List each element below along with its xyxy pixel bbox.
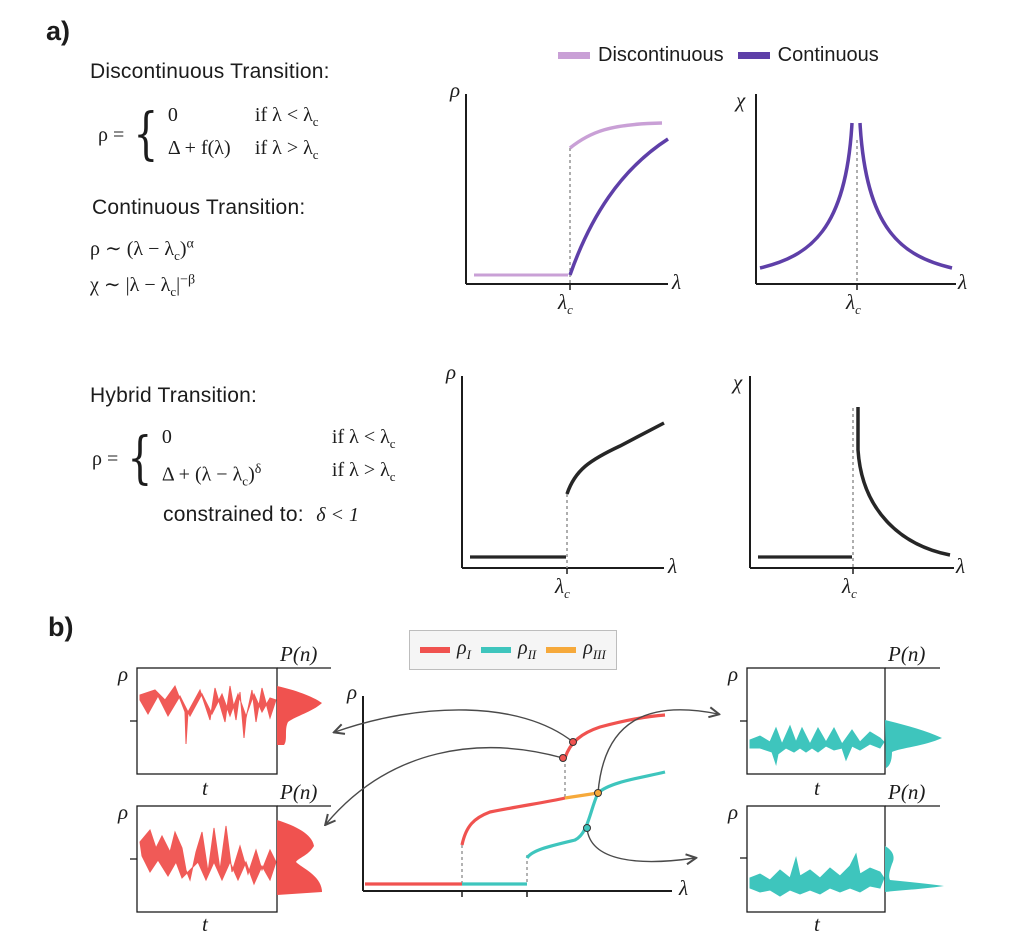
- distribution-red: [277, 686, 322, 745]
- chi-left-branch: [759, 122, 854, 270]
- hybrid-case2-condition: if λ > λc: [331, 459, 396, 484]
- legend-swatch-continuous: [737, 52, 770, 59]
- signal-teal: [749, 724, 885, 766]
- central-y-label: ρ: [347, 680, 358, 704]
- plot-chi-continuous: [755, 94, 956, 290]
- plot3-x-label: λ: [668, 554, 678, 578]
- left-brace-icon: {: [133, 102, 159, 167]
- left-top-pn-label: P(n): [280, 642, 318, 666]
- continuous-heading: Continuous Transition:: [92, 196, 306, 219]
- panel-a-legend: Discontinuous Continuous: [558, 44, 879, 67]
- hybrid-lhs: ρ =: [92, 447, 119, 470]
- rho-iii-segment: [564, 791, 599, 800]
- legend-swatch-rho-i: [420, 647, 450, 653]
- signal-red: [139, 825, 277, 886]
- plot3-tick-lambda-c: λc: [555, 574, 570, 602]
- left-timeseries-bottom: [130, 805, 331, 913]
- plot4-y-label: χ: [733, 370, 743, 394]
- signal-teal: [749, 852, 885, 897]
- plot1-y-label: ρ: [450, 78, 461, 102]
- plot1-tick-lambda-c: λc: [558, 290, 573, 318]
- distribution-teal: [885, 846, 944, 892]
- right-bottom-t-label: t: [814, 912, 820, 936]
- continuous-equation-chi: χ ∼ |λ − λc|−β: [90, 272, 196, 299]
- hybrid-case1-value: 0: [161, 426, 172, 448]
- discontinuous-case1-condition: if λ < λc: [254, 104, 319, 129]
- left-top-y-label: ρ: [118, 662, 129, 686]
- left-brace-icon: {: [127, 426, 153, 492]
- discontinuous-case1-value: 0: [167, 104, 178, 126]
- marker-rho-i-lower: [559, 754, 567, 762]
- marker-rho-iii: [594, 789, 602, 797]
- panel-a-label: a): [46, 16, 71, 46]
- legend-swatch-rho-ii: [480, 647, 511, 653]
- central-phase-diagram: [326, 696, 718, 897]
- constraint-label: constrained to:: [163, 503, 304, 526]
- hybrid-equation: ρ = { 0 if λ < λc Δ + (λ − λc)δ if λ > λ…: [92, 424, 396, 495]
- discontinuous-high-branch: [568, 121, 663, 150]
- legend-label-discontinuous: Discontinuous: [598, 44, 724, 66]
- plot3-y-label: ρ: [446, 360, 457, 384]
- arrow-to-left-top: [335, 709, 574, 743]
- discontinuous-lhs: ρ =: [98, 123, 125, 146]
- panel-b-label: b): [48, 612, 74, 642]
- hybrid-high-branch: [565, 421, 665, 495]
- plot2-x-label: λ: [958, 270, 968, 294]
- continuous-curve: [568, 137, 669, 276]
- distribution-teal: [885, 720, 942, 768]
- right-bottom-pn-label: P(n): [888, 780, 926, 804]
- left-bottom-y-label: ρ: [118, 800, 129, 824]
- discontinuous-equation: ρ = { 0 if λ < λc Δ + f(λ) if λ > λc: [98, 102, 319, 168]
- plot2-y-label: χ: [736, 88, 746, 112]
- plot-rho-discontinuous-continuous: [465, 94, 669, 290]
- left-timeseries-top: [130, 667, 331, 775]
- signal-red: [139, 684, 277, 745]
- arrow-to-right-bottom: [586, 827, 695, 862]
- hybrid-constraint: constrained to: δ < 1: [163, 503, 359, 527]
- plot4-tick-lambda-c: λc: [842, 574, 857, 602]
- constraint-expression: δ < 1: [316, 504, 360, 526]
- left-top-t-label: t: [202, 776, 208, 800]
- panel-b-legend: ρI ρII ρIII: [409, 630, 617, 670]
- plot2-tick-lambda-c: λc: [846, 290, 861, 318]
- arrow-to-left-bottom: [326, 747, 564, 824]
- right-timeseries-top: [740, 667, 942, 775]
- hybrid-chi-high-branch: [856, 407, 951, 557]
- right-timeseries-bottom: [740, 805, 944, 913]
- arrow-to-right-top: [597, 710, 718, 794]
- rho-i-upper: [563, 713, 666, 759]
- hybrid-case2-value: Δ + (λ − λc)δ: [161, 462, 262, 489]
- plot-rho-hybrid: [461, 376, 665, 574]
- plot-chi-hybrid: [749, 376, 954, 574]
- legend-swatch-rho-iii: [546, 647, 577, 653]
- legend-item-rho-i: ρI: [420, 637, 471, 663]
- right-top-y-label: ρ: [728, 662, 739, 686]
- hybrid-case1-condition: if λ < λc: [331, 426, 396, 451]
- continuous-equation-rho: ρ ∼ (λ − λc)α: [90, 236, 194, 263]
- central-x-label: λ: [679, 876, 689, 900]
- plot1-x-label: λ: [672, 270, 682, 294]
- rho-i-middle: [460, 796, 566, 846]
- discontinuous-case2-condition: if λ > λc: [254, 137, 319, 162]
- hybrid-heading: Hybrid Transition:: [90, 384, 257, 407]
- marker-rho-ii: [583, 824, 591, 832]
- chi-right-branch: [858, 122, 953, 270]
- rho-ii-curve: [525, 770, 666, 860]
- legend-label-continuous: Continuous: [777, 44, 879, 66]
- legend-item-rho-ii: ρII: [480, 637, 536, 663]
- left-bottom-t-label: t: [202, 912, 208, 936]
- left-bottom-pn-label: P(n): [280, 780, 318, 804]
- right-top-t-label: t: [814, 776, 820, 800]
- right-bottom-y-label: ρ: [728, 800, 739, 824]
- legend-swatch-discontinuous: [558, 52, 590, 59]
- legend-item-rho-iii: ρIII: [546, 637, 606, 663]
- discontinuous-case2-value: Δ + f(λ): [167, 137, 231, 159]
- plot4-x-label: λ: [956, 554, 966, 578]
- distribution-red: [277, 820, 322, 895]
- discontinuous-heading: Discontinuous Transition:: [90, 60, 330, 83]
- right-top-pn-label: P(n): [888, 642, 926, 666]
- marker-rho-i-upper: [569, 738, 577, 746]
